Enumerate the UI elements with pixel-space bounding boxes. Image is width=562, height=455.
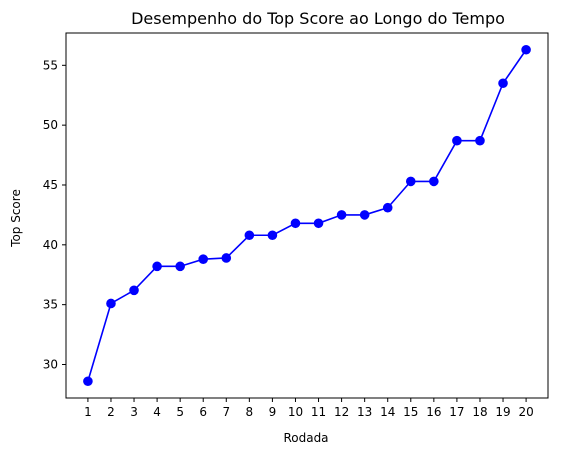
x-tick-label: 3 xyxy=(130,405,138,419)
x-tick-label: 10 xyxy=(288,405,303,419)
x-tick-label: 8 xyxy=(246,405,254,419)
x-tick-label: 14 xyxy=(380,405,395,419)
x-tick-label: 12 xyxy=(334,405,349,419)
x-tick-label: 11 xyxy=(311,405,326,419)
data-point xyxy=(475,135,485,146)
x-tick-label: 5 xyxy=(176,405,184,419)
y-tick-label: 30 xyxy=(43,357,58,371)
x-tick-label: 20 xyxy=(518,405,533,419)
y-tick-label: 45 xyxy=(43,178,58,192)
x-tick-label: 15 xyxy=(403,405,418,419)
y-tick-label: 35 xyxy=(43,298,58,312)
data-point xyxy=(359,210,370,220)
x-tick-label: 7 xyxy=(222,405,230,419)
data-point xyxy=(244,230,255,241)
data-point xyxy=(429,176,439,187)
x-tick-label: 6 xyxy=(199,405,207,419)
data-point xyxy=(267,230,278,241)
y-axis-label: Top Score xyxy=(9,189,23,248)
data-point xyxy=(521,44,531,55)
x-tick-label: 16 xyxy=(426,405,441,419)
data-point xyxy=(221,253,232,263)
x-tick-label: 17 xyxy=(449,405,464,419)
data-point xyxy=(452,135,462,146)
data-point xyxy=(83,376,93,387)
x-tick-label: 13 xyxy=(357,405,372,419)
series-line xyxy=(87,49,527,382)
x-tick-label: 2 xyxy=(107,405,115,419)
data-point xyxy=(106,298,116,309)
x-tick-label: 18 xyxy=(472,405,487,419)
x-tick-label: 4 xyxy=(153,405,161,419)
x-tick-label: 9 xyxy=(269,405,277,419)
data-point xyxy=(405,176,416,187)
y-tick-label: 40 xyxy=(43,238,58,252)
data-point xyxy=(313,218,324,229)
data-point xyxy=(175,261,185,272)
data-point xyxy=(290,218,301,229)
x-axis-label: Rodada xyxy=(283,431,328,445)
y-tick-label: 50 xyxy=(43,118,58,132)
data-point xyxy=(382,202,393,213)
plot-frame xyxy=(65,32,549,399)
data-point xyxy=(498,78,508,89)
data-point xyxy=(129,285,139,296)
data-point xyxy=(152,261,162,272)
chart-title: Desempenho do Top Score ao Longo do Temp… xyxy=(131,9,505,28)
x-tick-label: 1 xyxy=(84,405,92,419)
data-point xyxy=(198,254,209,264)
y-tick-label: 55 xyxy=(43,58,58,72)
data-point xyxy=(336,210,347,220)
x-tick-label: 19 xyxy=(495,405,510,419)
plot-area: 1 2 3 4 5 6 7 8 9 10 11 12 13 14 15 16 17 18 19 20303540455… xyxy=(43,32,549,419)
